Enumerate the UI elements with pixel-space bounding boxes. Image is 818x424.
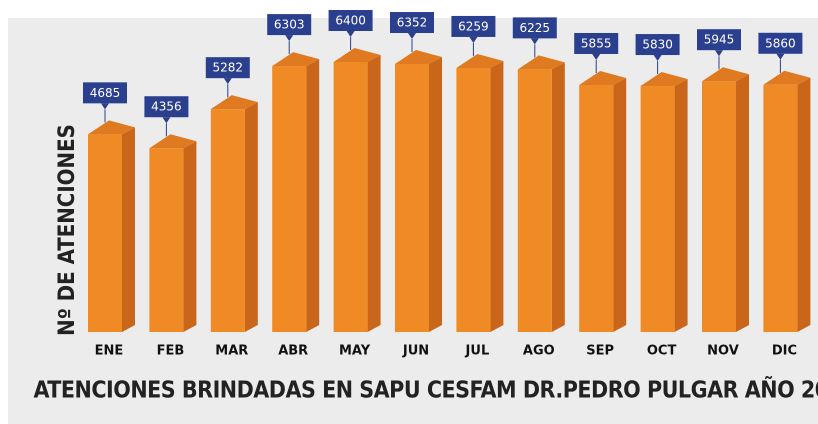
bar xyxy=(763,84,798,332)
bar-side xyxy=(613,77,627,332)
bar xyxy=(272,66,307,332)
x-tick-label: MAR xyxy=(215,344,248,359)
value-label: 5855 xyxy=(581,36,612,50)
value-label: 6259 xyxy=(458,19,489,33)
value-label-pointer xyxy=(469,36,478,43)
value-label-box xyxy=(328,10,373,31)
value-label: 4356 xyxy=(151,100,182,114)
bar xyxy=(149,148,184,332)
bar-top xyxy=(272,52,320,67)
x-tick-label: NOV xyxy=(707,344,739,359)
value-label-pointer xyxy=(408,33,416,40)
x-tick-label: SEP xyxy=(586,344,614,359)
bar-top xyxy=(763,70,811,85)
bar-top xyxy=(640,72,688,87)
value-label-box xyxy=(144,96,189,118)
bar-top xyxy=(702,67,749,82)
bar-side xyxy=(551,62,565,332)
y-axis-title: Nº DE ATENCIONES xyxy=(55,124,80,336)
bar xyxy=(579,84,614,332)
bar-side xyxy=(183,141,197,332)
value-label-pointer xyxy=(346,31,355,37)
bar xyxy=(456,67,491,333)
bar-top xyxy=(579,70,627,85)
bar xyxy=(702,81,736,332)
bar-top xyxy=(395,50,442,65)
x-tick-label: DIC xyxy=(772,344,797,359)
bar xyxy=(640,86,675,332)
value-label-box xyxy=(574,32,619,54)
value-label-box xyxy=(451,15,496,37)
chart-title: ATENCIONES BRINDADAS EN SAPU CESFAM DR.P… xyxy=(34,376,818,404)
bar-side xyxy=(797,77,811,332)
value-label-pointer xyxy=(715,50,723,57)
bar-side xyxy=(490,60,504,333)
bar-top xyxy=(456,53,504,68)
value-label-box xyxy=(205,57,250,79)
bar-top xyxy=(149,134,197,149)
bar xyxy=(395,64,429,333)
x-tick-label: OCT xyxy=(647,344,677,359)
x-tick-label: JUL xyxy=(465,344,490,359)
bar-top xyxy=(517,55,565,70)
value-label: 4685 xyxy=(90,86,121,100)
value-label-pointer xyxy=(592,53,601,60)
value-label: 6400 xyxy=(335,14,366,28)
value-label-box xyxy=(512,17,557,39)
bar xyxy=(210,109,245,333)
value-label-box xyxy=(635,34,680,56)
bar-side xyxy=(674,79,688,332)
value-label-pointer xyxy=(653,55,662,62)
value-label-pointer xyxy=(223,78,232,85)
value-label: 6352 xyxy=(397,16,428,30)
x-tick-label: ENE xyxy=(95,344,124,359)
x-tick-label: ABR xyxy=(278,344,308,359)
bar-top xyxy=(210,95,258,110)
bar-side xyxy=(736,74,749,332)
value-label-box xyxy=(697,29,741,51)
value-label: 5282 xyxy=(213,61,244,75)
bar-top xyxy=(88,120,135,135)
bar-side xyxy=(367,55,381,332)
x-tick-label: JUN xyxy=(402,344,429,359)
value-label-pointer xyxy=(776,53,785,60)
value-label-pointer xyxy=(101,103,109,110)
bar-side xyxy=(429,57,442,333)
bar xyxy=(517,69,552,332)
value-label-box xyxy=(758,32,803,54)
value-label: 6225 xyxy=(520,21,551,35)
value-label-pointer xyxy=(530,38,539,45)
value-label: 5830 xyxy=(642,38,673,52)
x-tick-label: FEB xyxy=(157,344,185,359)
value-label-box xyxy=(267,14,312,36)
value-label: 5860 xyxy=(765,36,796,50)
x-tick-label: AGO xyxy=(523,344,555,359)
bar-side xyxy=(244,102,258,333)
bar xyxy=(88,134,122,332)
x-tick-label: MAY xyxy=(339,344,371,359)
value-label: 6303 xyxy=(274,18,305,32)
bar xyxy=(333,62,368,332)
bar-side xyxy=(122,127,135,332)
value-label-box xyxy=(83,82,127,104)
bar-top xyxy=(333,48,381,62)
value-label-pointer xyxy=(162,117,171,124)
bar-side xyxy=(306,59,320,332)
value-label-box xyxy=(390,12,434,34)
value-label: 5945 xyxy=(704,33,735,47)
value-label-pointer xyxy=(285,35,294,42)
